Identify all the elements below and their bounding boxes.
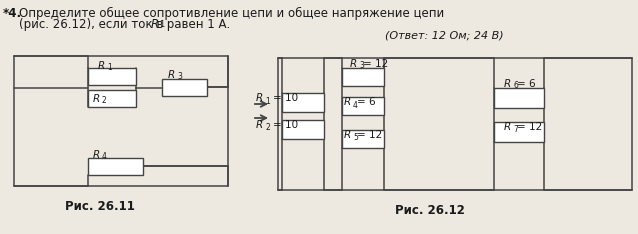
Bar — [494, 88, 544, 108]
Bar — [88, 68, 136, 85]
Text: равен 1 А.: равен 1 А. — [163, 18, 230, 31]
Text: 2: 2 — [102, 96, 107, 105]
Bar — [342, 130, 384, 148]
Text: = 6: = 6 — [357, 97, 376, 107]
Text: 4: 4 — [353, 100, 358, 110]
Text: 7: 7 — [513, 125, 518, 135]
Text: 1: 1 — [107, 63, 112, 72]
Text: = 12: = 12 — [517, 122, 542, 132]
Text: R: R — [168, 70, 175, 80]
Bar — [342, 97, 384, 115]
Text: R: R — [98, 61, 105, 71]
Text: R: R — [344, 97, 352, 107]
Text: 6: 6 — [513, 81, 518, 90]
Text: R: R — [256, 120, 263, 130]
Text: 4: 4 — [102, 152, 107, 161]
Text: R: R — [350, 59, 357, 69]
Text: Рис. 26.11: Рис. 26.11 — [65, 200, 135, 213]
Text: (рис. 26.12), если ток в: (рис. 26.12), если ток в — [19, 18, 167, 31]
Bar — [88, 158, 143, 175]
Text: R: R — [256, 93, 263, 103]
Bar — [282, 93, 324, 112]
Text: = 12: = 12 — [363, 59, 389, 69]
Text: R: R — [344, 130, 352, 140]
Bar — [282, 120, 324, 139]
Text: 1: 1 — [159, 20, 164, 29]
Text: R: R — [93, 94, 100, 104]
Text: (Ответ: 12 Ом; 24 В): (Ответ: 12 Ом; 24 В) — [385, 31, 503, 41]
Bar — [494, 122, 544, 142]
Text: 1: 1 — [265, 96, 270, 106]
Bar — [162, 79, 207, 96]
Text: *4.: *4. — [3, 7, 22, 20]
Text: 2: 2 — [265, 124, 270, 132]
Text: 3: 3 — [359, 61, 364, 70]
Text: Рис. 26.12: Рис. 26.12 — [395, 204, 465, 217]
Text: R: R — [504, 79, 511, 89]
Text: Определите общее сопротивление цепи и общее напряжение цепи: Определите общее сопротивление цепи и об… — [19, 7, 444, 20]
Text: = 6: = 6 — [517, 79, 536, 89]
Text: = 12: = 12 — [357, 130, 382, 140]
Bar — [88, 90, 136, 107]
Bar — [342, 68, 384, 86]
Text: R: R — [151, 18, 159, 31]
Text: 3: 3 — [177, 72, 182, 81]
Text: R: R — [504, 122, 511, 132]
Text: R: R — [93, 150, 100, 160]
Text: = 10: = 10 — [273, 120, 298, 130]
Text: 5: 5 — [353, 134, 358, 143]
Text: = 10: = 10 — [273, 93, 298, 103]
